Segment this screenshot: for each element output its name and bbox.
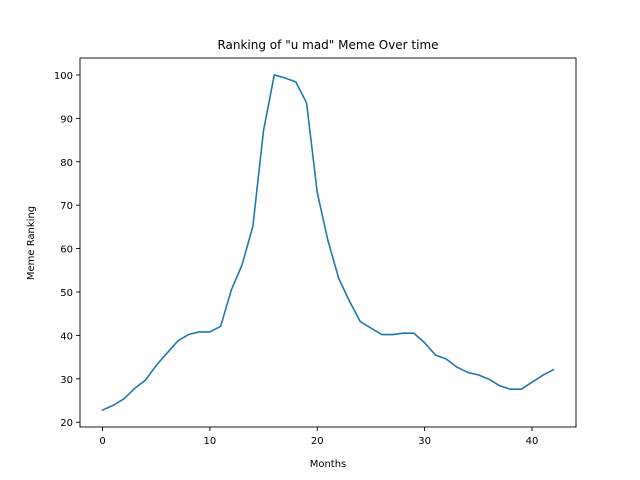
y-tick-label: 100: [54, 71, 73, 82]
y-tick-label: 80: [60, 158, 73, 169]
x-tick-label: 20: [311, 436, 324, 447]
x-tick-label: 10: [204, 436, 217, 447]
x-tick-label: 40: [526, 436, 539, 447]
y-tick-label: 50: [60, 288, 73, 299]
x-axis-label: Months: [310, 459, 347, 470]
x-axis-ticks: 0 10 20 30 40: [99, 427, 538, 447]
y-tick-label: 70: [60, 201, 73, 212]
series-line: [101, 74, 555, 412]
y-axis-label: Meme Ranking: [26, 206, 37, 280]
x-tick-label: 30: [418, 436, 431, 447]
y-tick-label: 40: [60, 331, 73, 342]
plot-frame: [79, 57, 577, 428]
y-tick-label: 30: [60, 375, 73, 386]
series-layer: [101, 74, 555, 412]
x-tick-label: 0: [99, 436, 105, 447]
plot-area: 0 10 20 30 40 20 30 40 50 60 70 80 90 100: [54, 57, 577, 447]
y-axis-ticks: 20 30 40 50 60 70 80 90 100: [54, 71, 80, 429]
y-tick-label: 60: [60, 245, 73, 256]
y-tick-label: 90: [60, 114, 73, 125]
chart-title: Ranking of "u mad" Meme Over time: [217, 38, 438, 52]
y-tick-label: 20: [60, 418, 73, 429]
